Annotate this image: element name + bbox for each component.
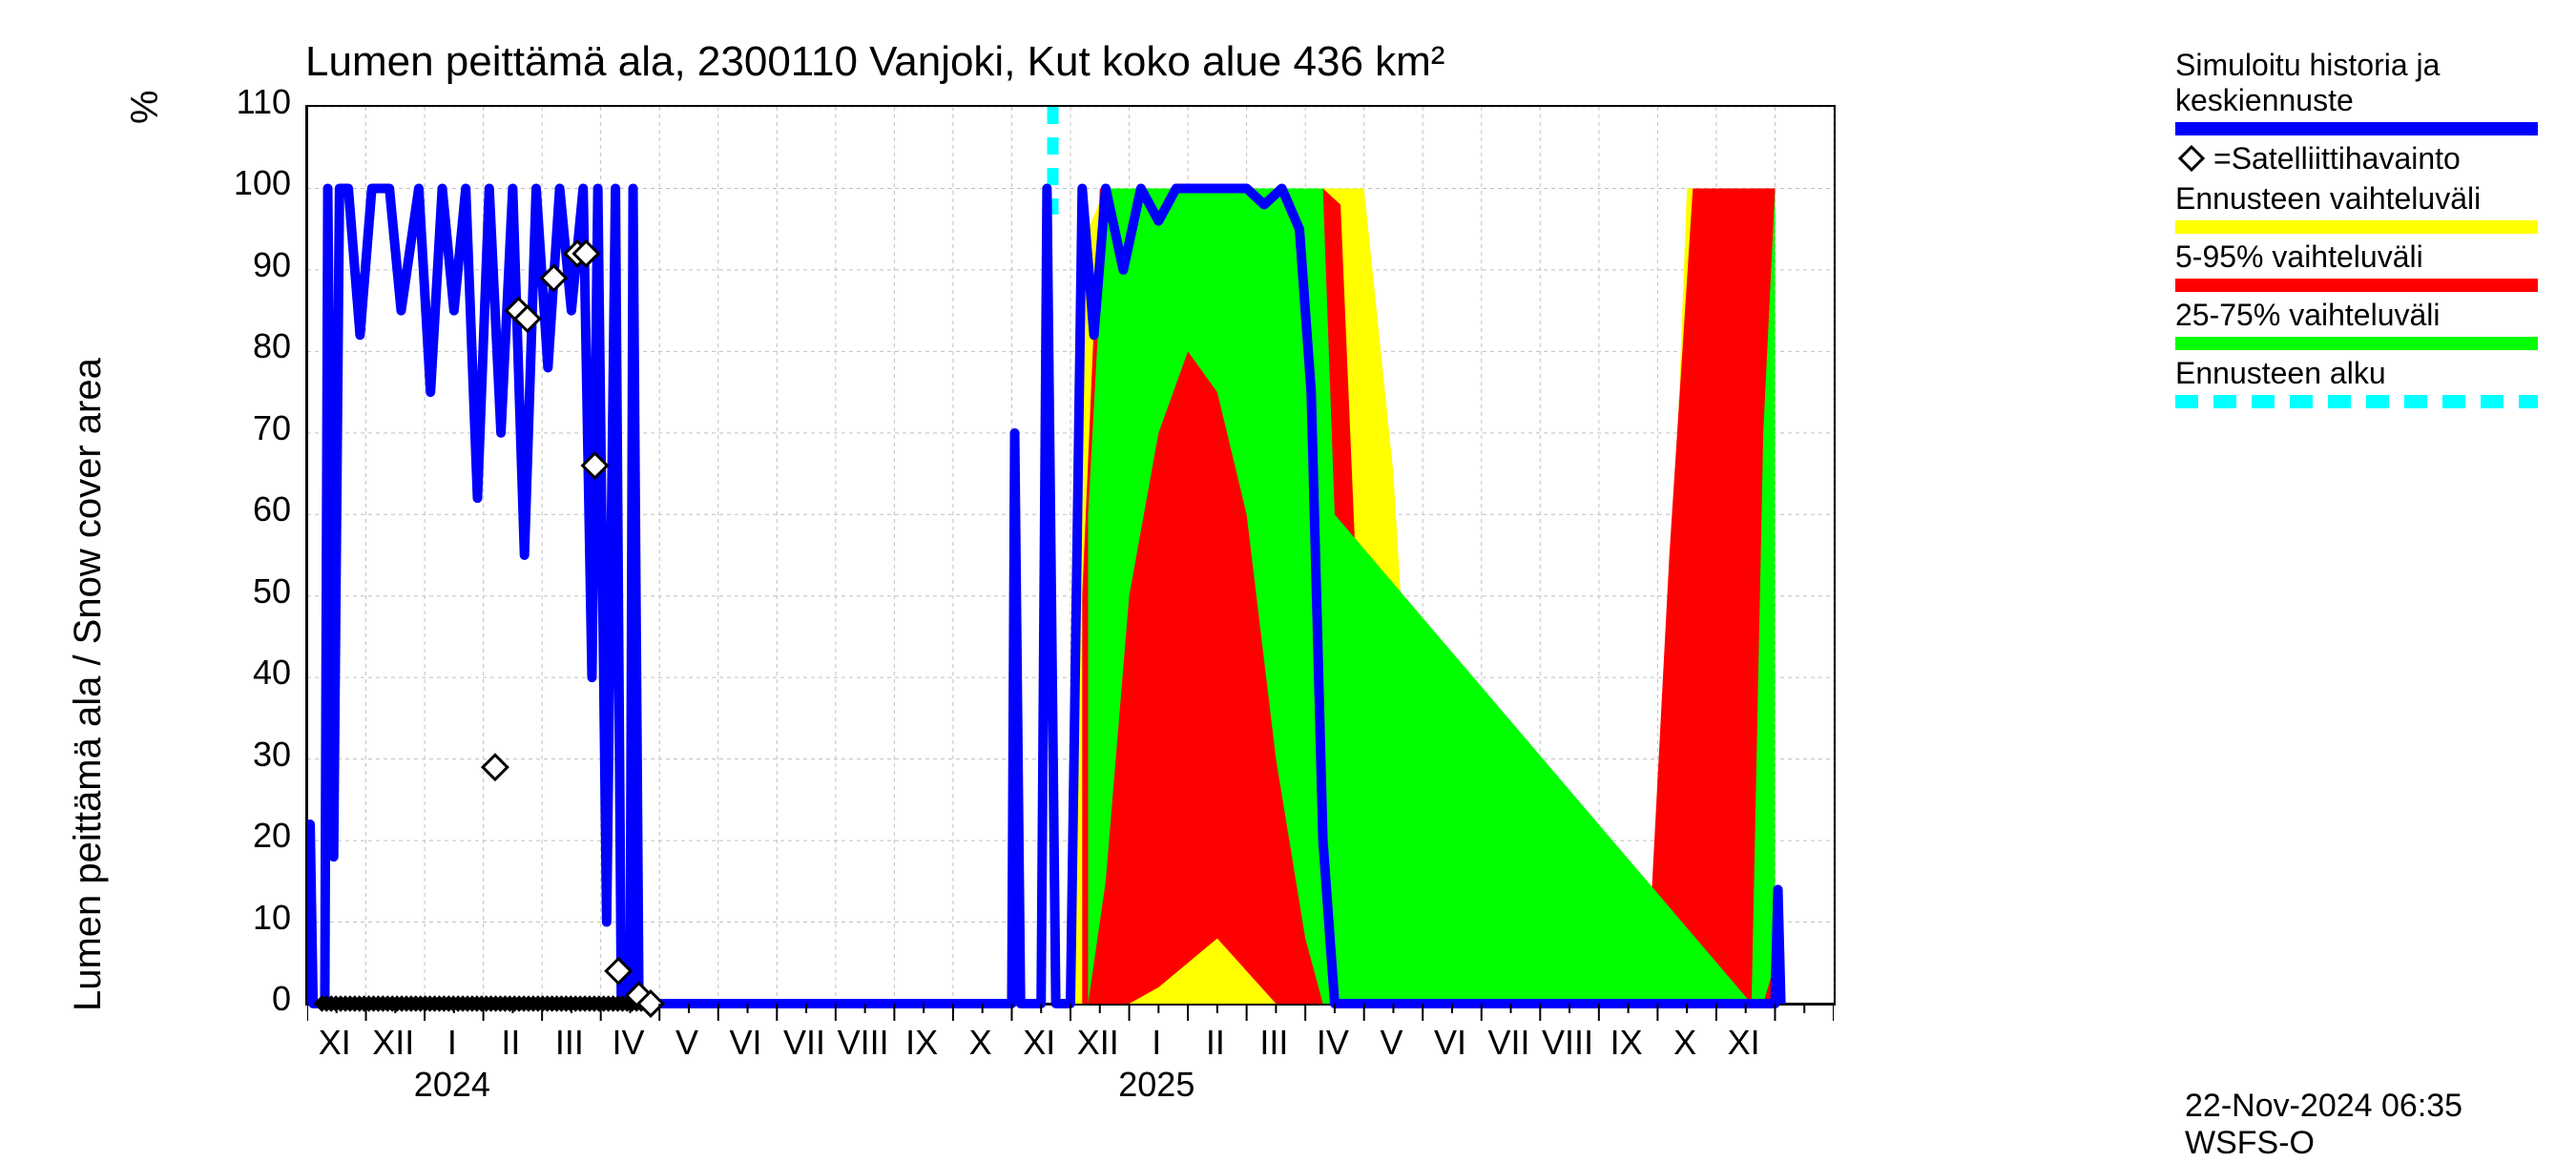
plot-svg [307, 107, 1834, 1061]
ytick-label: 110 [200, 82, 291, 122]
legend-swatch [2175, 337, 2538, 350]
xtick-month: XII [1070, 1023, 1127, 1063]
xtick-month: XI [1715, 1023, 1773, 1063]
legend-label: Simuloitu historia ja keskiennuste [2175, 48, 2538, 118]
xtick-month: III [541, 1023, 598, 1063]
ytick-label: 80 [200, 326, 291, 366]
xtick-month: IV [1304, 1023, 1361, 1063]
ytick-label: 70 [200, 408, 291, 448]
legend-label: =Satelliittihavainto [2213, 141, 2461, 176]
footer-timestamp: 22-Nov-2024 06:35 WSFS-O [2185, 1088, 2576, 1162]
xtick-month: II [1187, 1023, 1244, 1063]
xtick-month: XI [306, 1023, 364, 1063]
legend-item: 5-95% vaihteluväli [2175, 239, 2538, 292]
xtick-month: IV [599, 1023, 656, 1063]
legend-item: Ennusteen alku [2175, 356, 2538, 408]
legend: Simuloitu historia ja keskiennuste =Satel… [2175, 48, 2538, 414]
ytick-label: 30 [200, 735, 291, 775]
ytick-label: 60 [200, 489, 291, 529]
xtick-month: VI [717, 1023, 775, 1063]
ytick-label: 100 [200, 163, 291, 203]
plot-area [305, 105, 1836, 1006]
legend-swatch [2175, 122, 2538, 135]
xtick-month: VII [776, 1023, 833, 1063]
diamond-marker-icon [2175, 142, 2208, 175]
legend-label: Ennusteen alku [2175, 356, 2538, 391]
xtick-month: I [424, 1023, 481, 1063]
xtick-year: 2024 [395, 1065, 509, 1105]
xtick-month: VIII [1539, 1023, 1596, 1063]
legend-swatch [2175, 220, 2538, 234]
xtick-month: VIII [835, 1023, 892, 1063]
xtick-month: X [1656, 1023, 1714, 1063]
xtick-month: X [952, 1023, 1009, 1063]
chart-container: Lumen peittämä ala, 2300110 Vanjoki, Kut… [0, 0, 2576, 1145]
ytick-label: 20 [200, 816, 291, 856]
yaxis-unit: % [124, 90, 167, 124]
xtick-month: VII [1481, 1023, 1538, 1063]
ytick-label: 50 [200, 571, 291, 612]
legend-item: Simuloitu historia ja keskiennuste [2175, 48, 2538, 135]
legend-item: =Satelliittihavainto [2175, 141, 2538, 176]
xtick-month: XI [1010, 1023, 1068, 1063]
legend-item: 25-75% vaihteluväli [2175, 298, 2538, 350]
xtick-month: VI [1422, 1023, 1479, 1063]
ytick-label: 40 [200, 653, 291, 693]
legend-label: 5-95% vaihteluväli [2175, 239, 2538, 275]
xtick-month: III [1245, 1023, 1302, 1063]
xtick-month: V [1362, 1023, 1420, 1063]
legend-item: Ennusteen vaihteluväli [2175, 181, 2538, 234]
xtick-year: 2025 [1099, 1065, 1214, 1105]
yaxis-label: Lumen peittämä ala / Snow cover area [67, 358, 110, 1011]
legend-swatch [2175, 395, 2538, 408]
legend-label: Ennusteen vaihteluväli [2175, 181, 2538, 217]
legend-swatch [2175, 279, 2538, 292]
xtick-month: I [1128, 1023, 1185, 1063]
xtick-month: II [482, 1023, 539, 1063]
xtick-month: IX [1598, 1023, 1655, 1063]
legend-label: 25-75% vaihteluväli [2175, 298, 2538, 333]
ytick-label: 90 [200, 245, 291, 285]
xtick-month: IX [893, 1023, 950, 1063]
chart-title: Lumen peittämä ala, 2300110 Vanjoki, Kut… [305, 38, 1444, 86]
xtick-month: XII [364, 1023, 422, 1063]
xtick-month: V [658, 1023, 716, 1063]
ytick-label: 0 [200, 979, 291, 1019]
ytick-label: 10 [200, 898, 291, 938]
